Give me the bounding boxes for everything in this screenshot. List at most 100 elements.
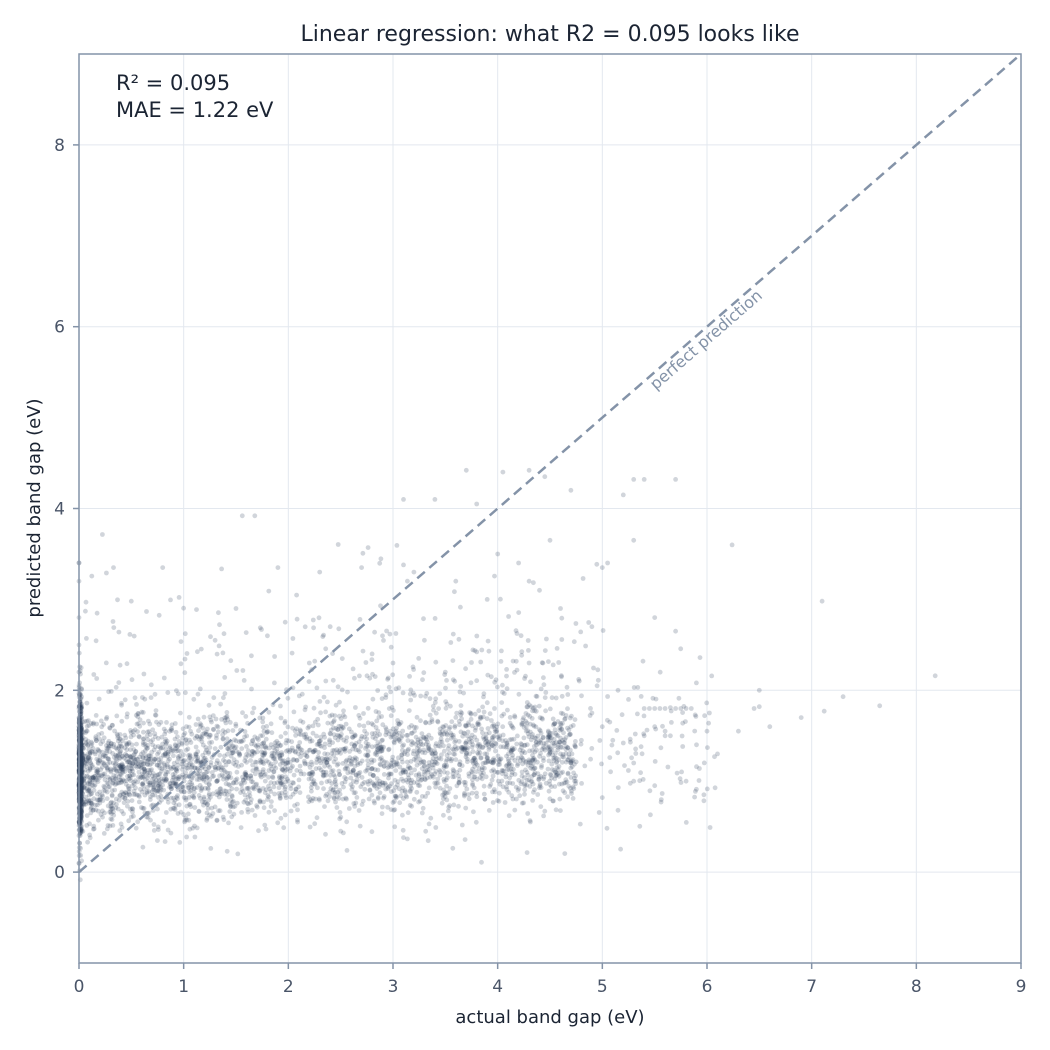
data-point <box>339 781 345 786</box>
data-point <box>547 796 553 802</box>
data-point <box>579 693 584 699</box>
data-point <box>559 615 565 621</box>
data-point <box>78 772 84 777</box>
data-point <box>163 751 168 757</box>
data-point <box>165 754 171 760</box>
data-point <box>130 761 136 766</box>
data-point <box>561 754 566 760</box>
data-point <box>242 771 248 776</box>
data-point <box>297 740 303 745</box>
data-point <box>679 733 685 739</box>
data-point <box>261 740 267 746</box>
data-point <box>141 720 146 726</box>
data-point <box>360 781 365 787</box>
data-point <box>118 772 124 778</box>
data-point <box>358 784 364 790</box>
data-point <box>155 806 160 812</box>
data-point <box>145 737 151 742</box>
data-point <box>118 821 124 827</box>
data-point <box>94 770 100 776</box>
data-point <box>221 768 227 773</box>
data-point <box>357 715 363 721</box>
data-point <box>420 677 425 683</box>
data-point <box>415 739 421 745</box>
data-point <box>407 802 413 808</box>
data-point <box>208 794 213 800</box>
data-point <box>549 761 555 767</box>
data-point <box>78 762 84 768</box>
data-point <box>401 497 406 502</box>
data-point <box>437 769 443 775</box>
data-point <box>114 746 120 752</box>
data-point <box>379 811 385 816</box>
data-point <box>400 728 406 734</box>
data-point <box>372 674 378 679</box>
data-point <box>314 760 319 765</box>
data-point <box>468 735 474 741</box>
data-point <box>147 753 152 759</box>
data-point <box>127 754 133 760</box>
data-point <box>293 733 298 738</box>
data-point <box>439 800 445 806</box>
data-point <box>421 735 427 741</box>
data-point <box>96 797 101 803</box>
data-point <box>79 773 84 779</box>
data-point <box>97 800 103 806</box>
data-point <box>78 722 84 728</box>
data-point <box>223 788 229 794</box>
data-point <box>140 750 146 755</box>
data-point <box>86 781 91 787</box>
data-point <box>375 743 380 749</box>
data-point <box>115 753 121 759</box>
x-tick-label: 6 <box>702 977 713 997</box>
data-point <box>441 743 446 749</box>
data-point <box>566 754 572 760</box>
data-point <box>315 785 320 791</box>
data-point <box>311 625 316 631</box>
data-point <box>79 775 84 781</box>
data-point <box>523 728 529 734</box>
data-point <box>315 754 321 760</box>
data-point <box>390 734 395 739</box>
data-point <box>390 660 396 666</box>
data-point <box>230 728 236 733</box>
data-point <box>170 806 176 811</box>
data-point <box>336 768 342 774</box>
data-point <box>469 660 474 665</box>
data-point <box>419 766 425 771</box>
data-point <box>463 467 469 473</box>
data-point <box>346 806 352 811</box>
data-point <box>363 752 369 758</box>
data-point <box>403 769 408 775</box>
data-point <box>364 673 370 679</box>
data-point <box>288 786 294 792</box>
data-point <box>223 769 228 775</box>
data-point <box>196 809 202 815</box>
data-point <box>304 754 310 760</box>
data-point <box>546 758 552 764</box>
data-point <box>481 694 486 700</box>
data-point <box>472 774 478 780</box>
data-point <box>344 757 350 763</box>
data-point <box>579 781 584 786</box>
data-point <box>536 785 542 791</box>
data-point <box>559 744 565 750</box>
data-point <box>123 751 128 757</box>
data-point <box>509 755 515 761</box>
data-point <box>120 764 126 769</box>
data-point <box>280 767 285 773</box>
data-point <box>474 678 480 684</box>
data-point <box>736 728 741 734</box>
data-point <box>615 687 621 693</box>
data-point <box>92 773 97 779</box>
data-point <box>289 650 295 656</box>
data-point <box>458 684 464 689</box>
data-point <box>203 800 209 806</box>
data-point <box>78 798 84 804</box>
data-point <box>204 810 210 816</box>
data-point <box>156 722 162 727</box>
data-point <box>87 750 93 755</box>
data-point <box>265 633 270 639</box>
data-point <box>129 772 135 777</box>
data-point <box>659 791 665 796</box>
